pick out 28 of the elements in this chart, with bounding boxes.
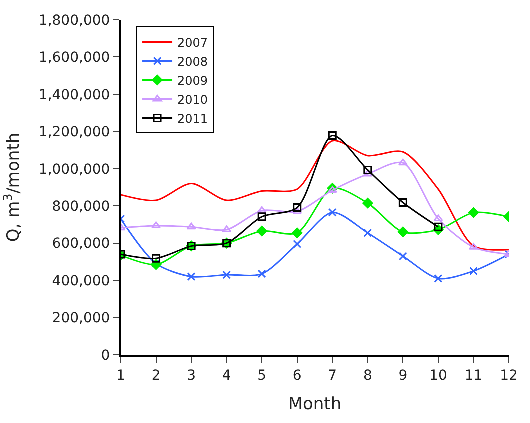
y-tick-label: 400,000	[52, 273, 110, 290]
y-tick-label: 200,000	[52, 310, 110, 327]
x-tick-label: 7	[328, 368, 338, 384]
x-tick-label: 11	[464, 368, 483, 384]
y-tick-label: 1,400,000	[38, 87, 110, 104]
x-axis-title: Month	[288, 394, 342, 415]
x-tick-label: 5	[258, 368, 267, 384]
y-tick-label: 0	[101, 348, 110, 364]
x-tick-label: 3	[187, 368, 196, 384]
x-tick-label: 12	[500, 368, 518, 384]
y-tick-label: 800,000	[52, 199, 110, 216]
x-tick-label: 1	[116, 368, 126, 384]
x-tick-label: 6	[292, 368, 302, 384]
y-tick-label: 600,000	[52, 236, 110, 252]
x-tick-label: 8	[363, 368, 372, 384]
x-tick-label: 2	[152, 368, 161, 384]
x-tick-label: 9	[398, 368, 408, 384]
legend-label: 2011	[178, 112, 208, 126]
legend-label: 2008	[178, 54, 208, 69]
x-tick-label: 10	[430, 368, 448, 384]
legend-label: 2009	[178, 74, 208, 88]
y-tick-label: 1,200,000	[38, 124, 110, 141]
x-tick-label: 4	[222, 368, 232, 384]
legend-label: 2010	[178, 92, 208, 107]
y-tick-label: 1,600,000	[38, 50, 110, 66]
y-tick-label: 1,000,000	[38, 162, 110, 178]
legend-label: 2007	[178, 36, 208, 50]
y-tick-label: 1,800,000	[38, 12, 110, 29]
